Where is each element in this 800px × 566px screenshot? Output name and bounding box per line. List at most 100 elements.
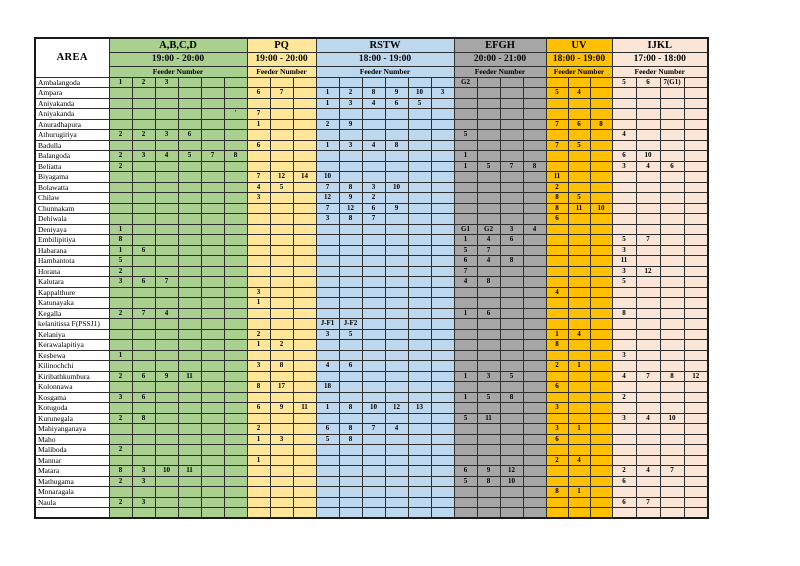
empty-feeder-cell — [200, 171, 225, 183]
empty-feeder-cell — [361, 391, 386, 403]
empty-feeder-cell — [200, 108, 225, 120]
empty-feeder-cell — [683, 181, 709, 193]
area-cell: Kurunegala — [34, 412, 110, 424]
empty-feeder-cell — [683, 402, 709, 414]
empty-feeder-cell — [200, 244, 225, 256]
feeder-cell: 5 — [453, 244, 478, 256]
empty-feeder-cell — [108, 423, 133, 435]
empty-feeder-cell — [683, 339, 709, 351]
empty-feeder-cell — [200, 307, 225, 319]
empty-feeder-cell — [361, 129, 386, 141]
empty-feeder-cell — [200, 255, 225, 267]
empty-feeder-cell — [246, 160, 271, 172]
feeder-cell: 9 — [338, 118, 363, 130]
empty-feeder-cell — [659, 171, 685, 183]
table-row: Athurugiriya 2 2 3 6 5 4 — [34, 129, 709, 141]
empty-feeder-cell — [338, 349, 363, 361]
empty-feeder-cell — [499, 507, 524, 519]
empty-feeder-cell — [131, 213, 156, 225]
feeder-cell: 12 — [269, 171, 294, 183]
empty-feeder-cell — [567, 244, 591, 256]
empty-feeder-cell — [430, 118, 455, 130]
empty-feeder-cell — [453, 297, 478, 309]
empty-feeder-cell — [292, 202, 317, 214]
feeder-cell: 4 — [522, 223, 547, 235]
empty-feeder-cell — [611, 339, 637, 351]
feeder-cell: 6 — [246, 87, 271, 99]
empty-feeder-cell — [430, 339, 455, 351]
empty-feeder-cell — [635, 255, 661, 267]
feeder-cell: 4 — [154, 307, 179, 319]
empty-feeder-cell — [499, 265, 524, 277]
empty-feeder-cell — [246, 465, 271, 477]
area-cell: Maliboda — [34, 444, 110, 456]
empty-feeder-cell — [292, 223, 317, 235]
empty-feeder-cell — [384, 318, 409, 330]
feeder-cell: 6 — [131, 276, 156, 288]
feeder-cell: 5 — [476, 160, 501, 172]
empty-feeder-cell — [589, 108, 613, 120]
empty-feeder-cell — [200, 496, 225, 508]
empty-feeder-cell — [361, 433, 386, 445]
empty-feeder-cell — [589, 160, 613, 172]
empty-feeder-cell — [177, 108, 202, 120]
feeder-cell: 8 — [384, 139, 409, 151]
table-row: Beliatta 2 1 5 7 8 3 4 6 — [34, 160, 709, 172]
feeder-cell: 1 — [315, 402, 340, 414]
feeder-cell: 7 — [361, 423, 386, 435]
empty-feeder-cell — [683, 433, 709, 445]
empty-feeder-cell — [567, 255, 591, 267]
empty-feeder-cell — [108, 318, 133, 330]
empty-feeder-cell — [589, 423, 613, 435]
empty-feeder-cell — [131, 454, 156, 466]
empty-feeder-cell — [522, 276, 547, 288]
empty-feeder-cell — [315, 370, 340, 382]
empty-feeder-cell — [522, 150, 547, 162]
empty-feeder-cell — [635, 213, 661, 225]
empty-feeder-cell — [200, 381, 225, 393]
empty-feeder-cell — [545, 370, 569, 382]
empty-feeder-cell — [223, 307, 248, 319]
empty-feeder-cell — [177, 496, 202, 508]
empty-feeder-cell — [499, 297, 524, 309]
time-header-pq: 19:00 - 20:00 — [246, 51, 317, 67]
feeder-cell: 2 — [108, 160, 133, 172]
empty-feeder-cell — [407, 202, 432, 214]
empty-feeder-cell — [589, 244, 613, 256]
empty-feeder-cell — [522, 496, 547, 508]
empty-feeder-cell — [292, 265, 317, 277]
empty-feeder-cell — [683, 160, 709, 172]
empty-feeder-cell — [384, 160, 409, 172]
empty-feeder-cell — [611, 360, 637, 372]
empty-feeder-cell — [683, 192, 709, 204]
feeder-cell: 6 — [659, 160, 685, 172]
feeder-cell: 7 — [131, 307, 156, 319]
empty-feeder-cell — [338, 486, 363, 498]
empty-feeder-cell — [154, 297, 179, 309]
feeder-cell: 5 — [269, 181, 294, 193]
feeder-cell: 6 — [131, 244, 156, 256]
empty-feeder-cell — [154, 181, 179, 193]
empty-feeder-cell — [589, 465, 613, 477]
group-header-ijkl: IJKL — [611, 37, 709, 53]
empty-feeder-cell — [635, 507, 661, 519]
empty-feeder-cell — [476, 87, 501, 99]
empty-feeder-cell — [361, 108, 386, 120]
empty-feeder-cell — [338, 444, 363, 456]
feeder-cell: 2 — [545, 454, 569, 466]
empty-feeder-cell — [683, 223, 709, 235]
empty-feeder-cell — [108, 402, 133, 414]
empty-feeder-cell — [384, 213, 409, 225]
group-header-abcd: A,B,C,D — [108, 37, 248, 53]
empty-feeder-cell — [177, 433, 202, 445]
empty-feeder-cell — [108, 507, 133, 519]
empty-feeder-cell — [567, 234, 591, 246]
empty-feeder-cell — [246, 444, 271, 456]
empty-feeder-cell — [177, 213, 202, 225]
feeder-cell: 7(G1) — [659, 76, 685, 88]
feeder-number-header-abcd: Feeder Number — [108, 65, 248, 78]
empty-feeder-cell — [177, 297, 202, 309]
empty-feeder-cell — [545, 391, 569, 403]
empty-feeder-cell — [292, 381, 317, 393]
empty-feeder-cell — [269, 370, 294, 382]
